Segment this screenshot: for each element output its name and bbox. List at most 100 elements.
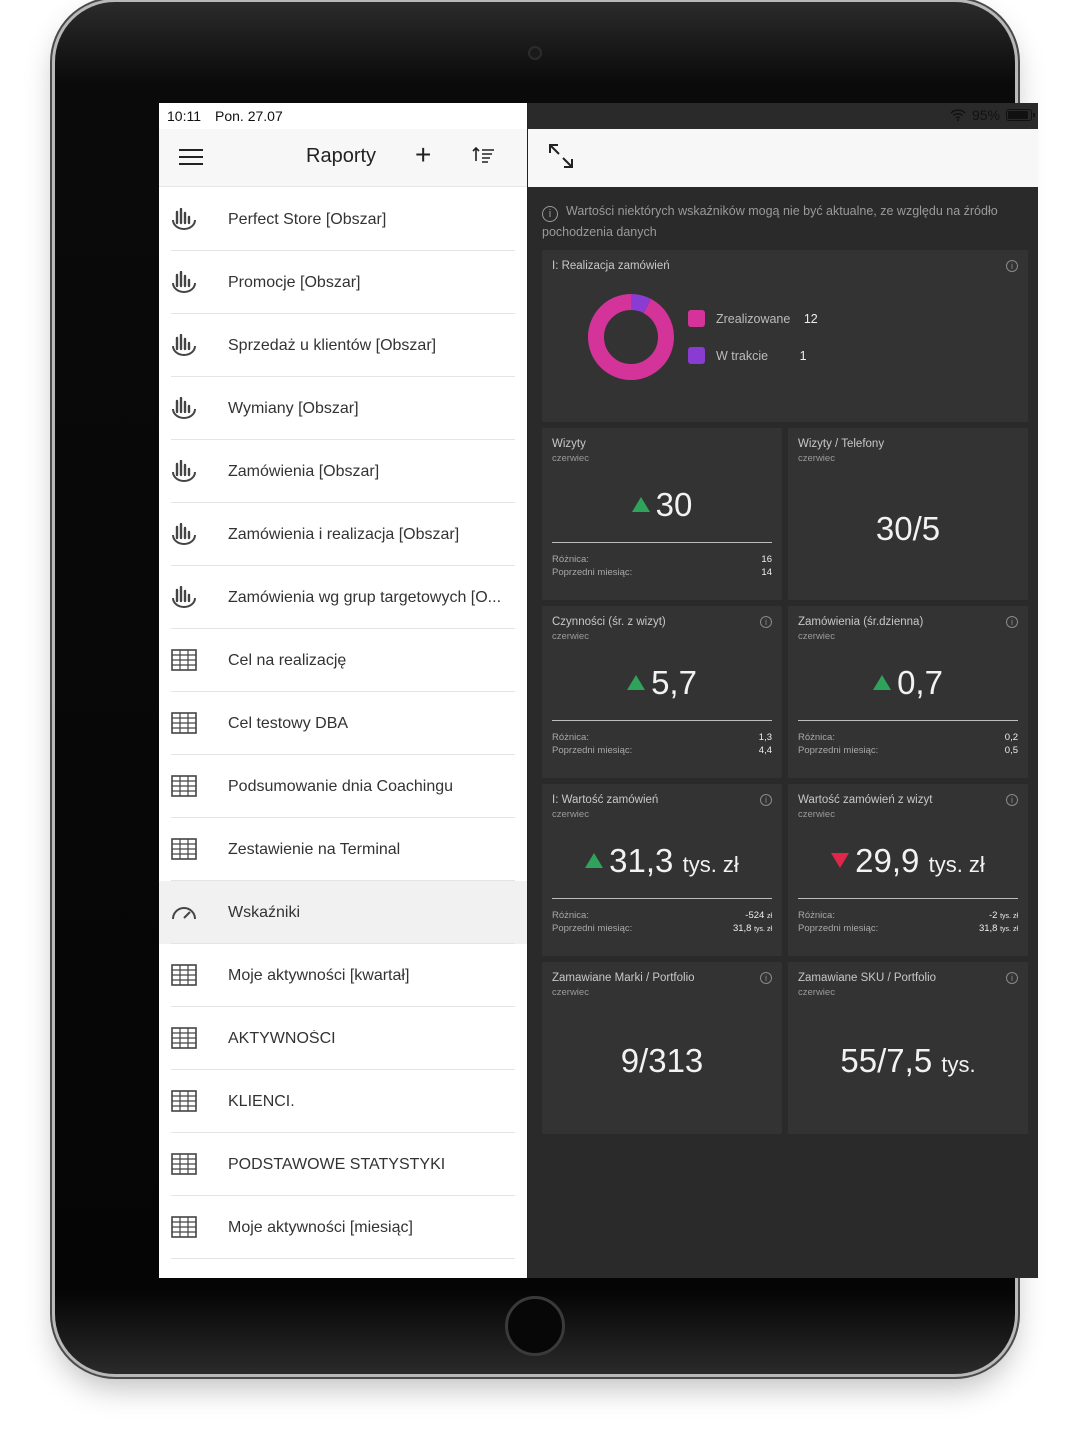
- kpi-value: 0,7: [788, 664, 1028, 702]
- info-icon[interactable]: i: [760, 794, 772, 806]
- kpi-card-czynnosci[interactable]: Czynności (śr. z wizyt) czerwiec i 5,7 R…: [542, 606, 782, 778]
- report-item[interactable]: Moje aktywności [miesiąc]: [159, 1196, 527, 1259]
- report-item[interactable]: Cel testowy DBA: [159, 692, 527, 755]
- kpi-card-sku-portfolio[interactable]: Zamawiane SKU / Portfolio czerwiec i 55/…: [788, 962, 1028, 1134]
- info-icon[interactable]: i: [1006, 794, 1018, 806]
- donut-slice-w-trakcie: [588, 294, 674, 380]
- divider: [798, 898, 1018, 899]
- report-item[interactable]: Cel na realizację: [159, 629, 527, 692]
- kpi-card-wizyty-telefony[interactable]: Wizyty / Telefony czerwiec 30/5: [788, 428, 1028, 600]
- report-item[interactable]: Promocje [Obszar]: [159, 251, 527, 314]
- table-icon: [171, 1153, 197, 1175]
- info-icon[interactable]: i: [760, 972, 772, 984]
- report-item[interactable]: PODSTAWOWE STATYSTYKI: [159, 1133, 527, 1196]
- status-date: Pon. 27.07: [215, 108, 283, 124]
- report-label: Zestawienie na Terminal: [228, 840, 401, 858]
- status-right: 95%: [950, 107, 1035, 123]
- kpi-number: 55/7,5: [840, 1042, 933, 1079]
- prev-row: Poprzedni miesiąc: 31,8 tys. zł: [798, 923, 1018, 934]
- prev-label: Poprzedni miesiąc:: [552, 745, 633, 756]
- table-icon: [171, 775, 197, 797]
- report-item[interactable]: AKTYWNOŚCI: [159, 1007, 527, 1070]
- hamburger-menu-icon[interactable]: [179, 149, 203, 167]
- expand-icon[interactable]: [548, 143, 574, 169]
- card-period: czerwiec: [798, 453, 835, 464]
- diff-value: 0,2: [1004, 732, 1018, 743]
- report-item[interactable]: Podsumowanie dnia Coachingu: [159, 755, 527, 818]
- report-item[interactable]: KLIENCI.: [159, 1070, 527, 1133]
- prev-row: Poprzedni miesiąc: 31,8 tys. zł: [552, 923, 772, 934]
- info-icon: i: [542, 206, 558, 222]
- table-icon: [171, 1027, 197, 1049]
- battery-icon: [1006, 109, 1035, 121]
- legend-label: Zrealizowane: [716, 312, 791, 326]
- kpi-value: 9/313: [620, 1042, 704, 1079]
- legend-item-w-trakcie: W trakcie 1: [688, 347, 807, 364]
- diff-row: Różnica: -2 tys. zł: [798, 910, 1018, 921]
- trend-up-icon: [585, 853, 604, 868]
- card-period: czerwiec: [798, 631, 835, 642]
- report-item[interactable]: Moje aktywności [kwartał]: [159, 944, 527, 1007]
- card-period: czerwiec: [552, 809, 589, 820]
- card-period: czerwiec: [552, 987, 589, 998]
- orders-realization-card[interactable]: I: Realizacja zamówień i Zrealizowane 12…: [542, 250, 1028, 422]
- reports-header: Raporty +: [159, 129, 527, 187]
- table-icon: [171, 1090, 197, 1112]
- battery-percent: 95%: [971, 107, 1000, 123]
- table-icon: [171, 838, 197, 860]
- bar-chart-icon: [171, 396, 197, 419]
- trend-up-icon: [873, 675, 892, 690]
- add-report-button[interactable]: +: [415, 139, 432, 170]
- report-item[interactable]: Perfect Store [Obszar]: [159, 188, 527, 251]
- kpi-card-wartosc-zamowien[interactable]: I: Wartość zamówień czerwiec i 31,3 tys.…: [542, 784, 782, 956]
- prev-value: 0,5: [1004, 745, 1018, 756]
- bar-chart-icon: [171, 333, 197, 356]
- info-icon[interactable]: i: [760, 616, 772, 628]
- diff-label: Różnica:: [798, 910, 835, 921]
- report-list: Perfect Store [Obszar] Promocje [Obszar] S…: [159, 188, 527, 1259]
- dashboard-header: [528, 129, 1038, 187]
- trend-up-icon: [631, 497, 650, 512]
- card-title: Zamówienia (śr.dzienna): [798, 616, 924, 628]
- donut-slice-zrealizowane: [588, 294, 674, 380]
- prev-row: Poprzedni miesiąc: 14: [552, 567, 772, 578]
- divider: [552, 898, 772, 899]
- report-label: Cel testowy DBA: [228, 714, 349, 732]
- home-button[interactable]: [505, 1296, 565, 1356]
- prev-value: 31,8: [732, 923, 752, 934]
- report-item[interactable]: Wymiany [Obszar]: [159, 377, 527, 440]
- report-item[interactable]: Zamówienia wg grup targetowych [O...: [159, 566, 527, 629]
- report-item[interactable]: Zamówienia i realizacja [Obszar]: [159, 503, 527, 566]
- report-label: Moje aktywności [miesiąc]: [228, 1218, 413, 1236]
- report-label: AKTYWNOŚCI: [228, 1029, 336, 1047]
- report-item[interactable]: Sprzedaż u klientów [Obszar]: [159, 314, 527, 377]
- report-item[interactable]: Wskaźniki: [159, 881, 527, 944]
- report-label: PODSTAWOWE STATYSTYKI: [228, 1155, 446, 1173]
- report-label: Wymiany [Obszar]: [228, 399, 359, 417]
- info-icon[interactable]: i: [1006, 616, 1018, 628]
- card-period: czerwiec: [552, 453, 589, 464]
- kpi-card-zamowienia[interactable]: Zamówienia (śr.dzienna) czerwiec i 0,7 R…: [788, 606, 1028, 778]
- card-title: Zamawiane SKU / Portfolio: [798, 972, 937, 984]
- divider: [552, 720, 772, 721]
- kpi-card-wizyty[interactable]: Wizyty czerwiec 30 Różnica: 16 Poprzedni …: [542, 428, 782, 600]
- kpi-unit: tys.: [941, 1052, 976, 1077]
- prev-value: 31,8: [978, 923, 998, 934]
- diff-value: 16: [761, 554, 772, 565]
- kpi-card-marki-portfolio[interactable]: Zamawiane Marki / Portfolio czerwiec i 9…: [542, 962, 782, 1134]
- diff-row: Różnica: -524 zł: [552, 910, 772, 921]
- diff-value: -2: [989, 910, 998, 921]
- kpi-card-wartosc-zamowien-z-wizyt[interactable]: Wartość zamówień z wizyt czerwiec i 29,9…: [788, 784, 1028, 956]
- report-item[interactable]: Zamówienia [Obszar]: [159, 440, 527, 503]
- bar-chart-icon: [171, 207, 197, 230]
- report-label: Sprzedaż u klientów [Obszar]: [228, 336, 437, 354]
- report-item[interactable]: Zestawienie na Terminal: [159, 818, 527, 881]
- bar-chart-icon: [171, 270, 197, 293]
- divider: [552, 542, 772, 543]
- info-icon[interactable]: i: [1006, 972, 1018, 984]
- report-label: Perfect Store [Obszar]: [228, 210, 387, 228]
- info-icon[interactable]: i: [1006, 260, 1018, 272]
- tablet-frame: Raporty + Perfect Store [Obszar] Promocje…: [55, 2, 1038, 1374]
- sort-icon[interactable]: [472, 145, 496, 168]
- report-label: Podsumowanie dnia Coachingu: [228, 777, 454, 795]
